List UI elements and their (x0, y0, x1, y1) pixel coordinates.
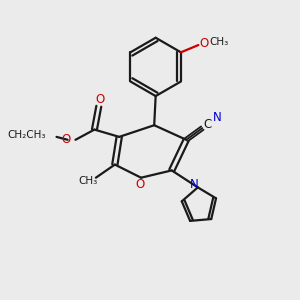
Text: O: O (135, 178, 145, 191)
Text: CH₂CH₃: CH₂CH₃ (7, 130, 45, 140)
Text: O: O (96, 93, 105, 106)
Text: CH₃: CH₃ (78, 176, 97, 186)
Text: CH₃: CH₃ (209, 37, 228, 47)
Text: N: N (213, 111, 222, 124)
Text: O: O (199, 37, 208, 50)
Text: N: N (190, 178, 199, 191)
Text: O: O (61, 133, 70, 146)
Text: C: C (203, 118, 212, 131)
